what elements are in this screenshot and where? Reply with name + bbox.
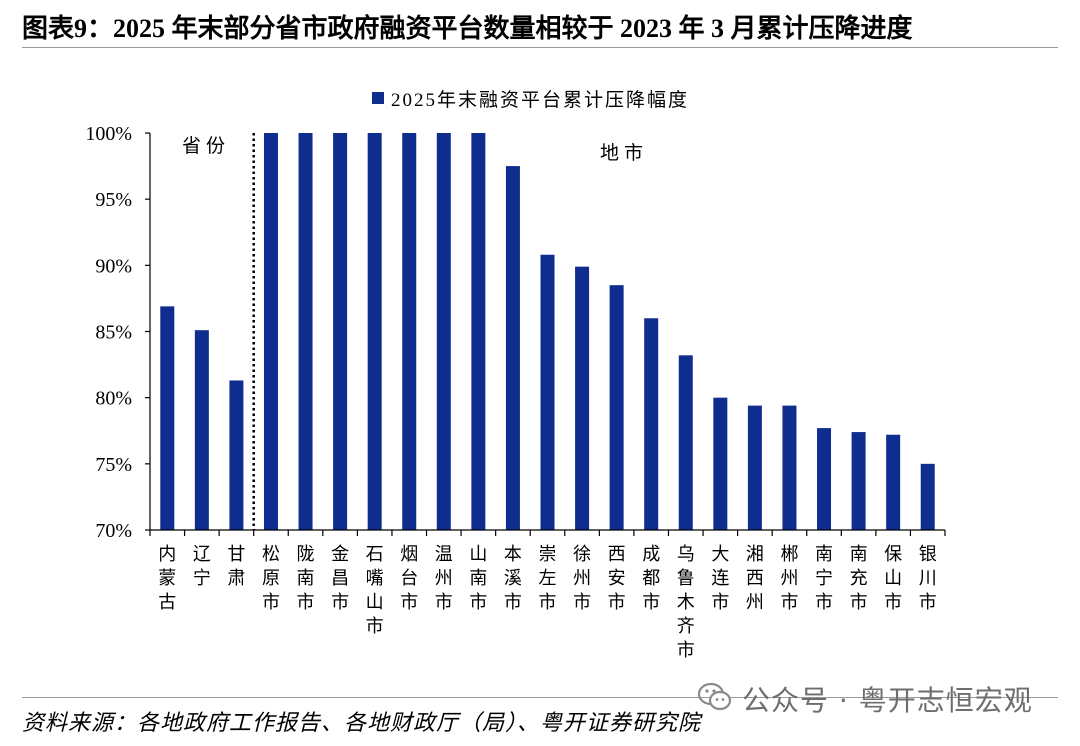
legend: 2025年末融资平台累计压降幅度 — [372, 86, 690, 111]
bar-11 — [505, 166, 520, 530]
bar-3 — [229, 380, 244, 530]
watermark-text: 公众号 · 粤开志恒宏观 — [742, 684, 1033, 717]
wechat-icon — [697, 682, 732, 717]
bar-6 — [333, 133, 348, 530]
y-tick-label-5: 90% — [95, 255, 132, 277]
bar-17 — [713, 397, 728, 530]
annotation-provinces: 省份 — [182, 135, 230, 157]
bar-20 — [817, 428, 832, 530]
x-tick-label-13: 徐州市 — [573, 544, 591, 612]
bars — [160, 133, 935, 530]
legend-swatch — [372, 92, 384, 104]
x-tick-label-17: 大连市 — [711, 544, 729, 612]
legend-label: 2025年末融资平台累计压降幅度 — [391, 89, 690, 111]
bar-10 — [471, 133, 486, 530]
x-tick-label-18: 湘西州 — [746, 544, 764, 612]
x-tick-label-19: 郴州市 — [780, 544, 798, 612]
bar-8 — [402, 133, 417, 530]
bar-22 — [886, 434, 901, 530]
bar-21 — [851, 432, 866, 530]
x-tick-label-15: 成都市 — [642, 544, 660, 612]
bar-18 — [747, 405, 762, 530]
x-tick-label-23: 银川市 — [919, 544, 937, 612]
x-tick-labels: 内蒙古辽宁甘肃松原市陇南市金昌市石嘴山市烟台市温州市山南市本溪市崇左市徐州市西安… — [158, 544, 936, 660]
bar-5 — [298, 133, 313, 530]
bar-14 — [609, 285, 624, 530]
bar-1 — [160, 306, 175, 530]
x-tick-label-7: 石嘴山市 — [366, 544, 384, 636]
x-tick-label-1: 内蒙古 — [158, 544, 176, 612]
x-tick-label-9: 温州市 — [435, 544, 453, 612]
x-tick-label-11: 本溪市 — [504, 544, 522, 612]
bar-19 — [782, 405, 797, 530]
x-tick-label-8: 烟台市 — [400, 544, 418, 612]
y-tick-label-3: 80% — [95, 388, 132, 410]
bar-7 — [367, 133, 382, 530]
x-tick-label-6: 金昌市 — [331, 544, 349, 612]
x-tick-label-2: 辽宁 — [193, 544, 211, 588]
y-tick-label-1: 70% — [95, 520, 132, 542]
bar-12 — [540, 254, 555, 530]
source-note: 资料来源：各地政府工作报告、各地财政厅（局）、粤开证券研究院 — [22, 710, 702, 735]
y-tick-label-7: 100% — [85, 123, 132, 145]
x-tick-label-14: 西安市 — [608, 544, 626, 612]
bar-15 — [644, 318, 659, 530]
watermark: 公众号 · 粤开志恒宏观 — [697, 682, 1033, 717]
x-tick-label-16: 乌鲁木齐市 — [677, 544, 695, 660]
bar-16 — [678, 355, 693, 530]
x-tick-label-22: 保山市 — [884, 544, 902, 612]
x-tick-label-12: 崇左市 — [539, 544, 557, 612]
axes — [145, 132, 946, 536]
x-tick-label-10: 山南市 — [469, 544, 487, 612]
y-tick-labels: 70% 75% 80% 85% 90% 95% 100% — [85, 123, 132, 542]
annotation-cities: 地市 — [600, 142, 648, 164]
y-tick-label-2: 75% — [95, 454, 132, 476]
footer-divider — [22, 697, 1058, 698]
y-tick-label-6: 95% — [95, 189, 132, 211]
bar-13 — [575, 266, 590, 530]
x-tick-label-20: 南宁市 — [815, 544, 833, 612]
x-tick-label-4: 松原市 — [262, 544, 280, 612]
x-tick-label-21: 南充市 — [850, 544, 868, 612]
x-tick-label-3: 甘肃 — [227, 544, 245, 588]
bar-2 — [194, 330, 209, 530]
title-divider — [22, 47, 1058, 48]
bar-9 — [436, 133, 451, 530]
bar-4 — [263, 133, 278, 530]
x-tick-label-5: 陇南市 — [297, 544, 315, 612]
y-tick-label-4: 85% — [95, 322, 132, 344]
chart-title: 图表9：2025 年末部分省市政府融资平台数量相较于 2023 年 3 月累计压… — [22, 14, 913, 43]
bar-23 — [920, 463, 935, 530]
